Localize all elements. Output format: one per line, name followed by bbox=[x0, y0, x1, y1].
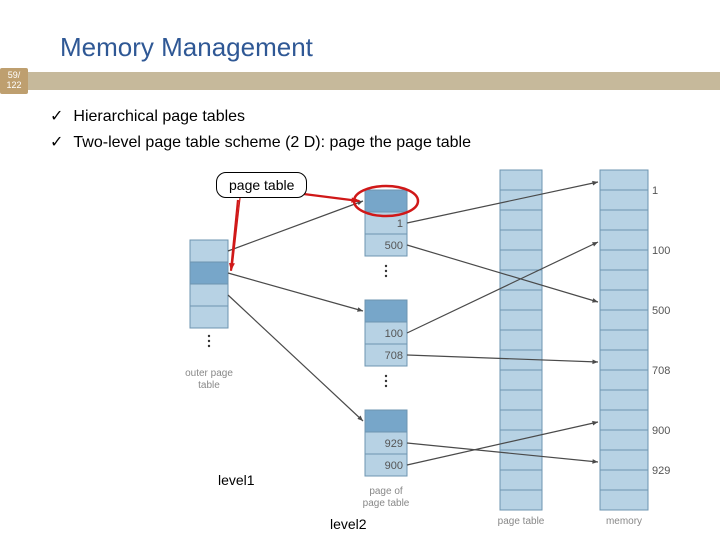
svg-text:page table: page table bbox=[498, 516, 545, 527]
svg-text:100: 100 bbox=[652, 245, 670, 257]
svg-text:page table: page table bbox=[363, 498, 410, 509]
bullet-item: ✓ Two-level page table scheme (2 D): pag… bbox=[50, 130, 471, 156]
bullet-text: Two-level page table scheme (2 D): page … bbox=[73, 130, 471, 156]
slide-title: Memory Management bbox=[60, 32, 313, 63]
checkmark-icon: ✓ bbox=[50, 104, 63, 130]
page-total: 122 bbox=[6, 81, 21, 91]
svg-text:900: 900 bbox=[385, 460, 403, 472]
svg-text:929: 929 bbox=[385, 438, 403, 450]
bullet-item: ✓ Hierarchical page tables bbox=[50, 104, 471, 130]
svg-text:100: 100 bbox=[385, 328, 403, 340]
label-level2: level2 bbox=[330, 516, 367, 532]
svg-text:table: table bbox=[198, 380, 220, 391]
svg-text:500: 500 bbox=[385, 240, 403, 252]
page-table-diagram: outer pagetable1500100708929900page ofpa… bbox=[80, 160, 680, 530]
svg-text:page of: page of bbox=[369, 486, 403, 497]
svg-text:outer page: outer page bbox=[185, 368, 233, 379]
header-bar bbox=[0, 72, 720, 90]
svg-text:1: 1 bbox=[652, 185, 658, 197]
svg-text:1: 1 bbox=[397, 218, 403, 230]
bullet-list: ✓ Hierarchical page tables ✓ Two-level p… bbox=[50, 104, 471, 155]
svg-text:708: 708 bbox=[385, 350, 403, 362]
svg-text:929: 929 bbox=[652, 465, 670, 477]
page-number-badge: 59/ 122 bbox=[0, 68, 28, 94]
svg-text:memory: memory bbox=[606, 516, 642, 527]
label-level1: level1 bbox=[218, 472, 255, 488]
svg-text:900: 900 bbox=[652, 425, 670, 437]
checkmark-icon: ✓ bbox=[50, 130, 63, 156]
svg-text:708: 708 bbox=[652, 365, 670, 377]
bullet-text: Hierarchical page tables bbox=[73, 104, 245, 130]
svg-text:500: 500 bbox=[652, 305, 670, 317]
callout-page-table: page table bbox=[216, 172, 307, 198]
